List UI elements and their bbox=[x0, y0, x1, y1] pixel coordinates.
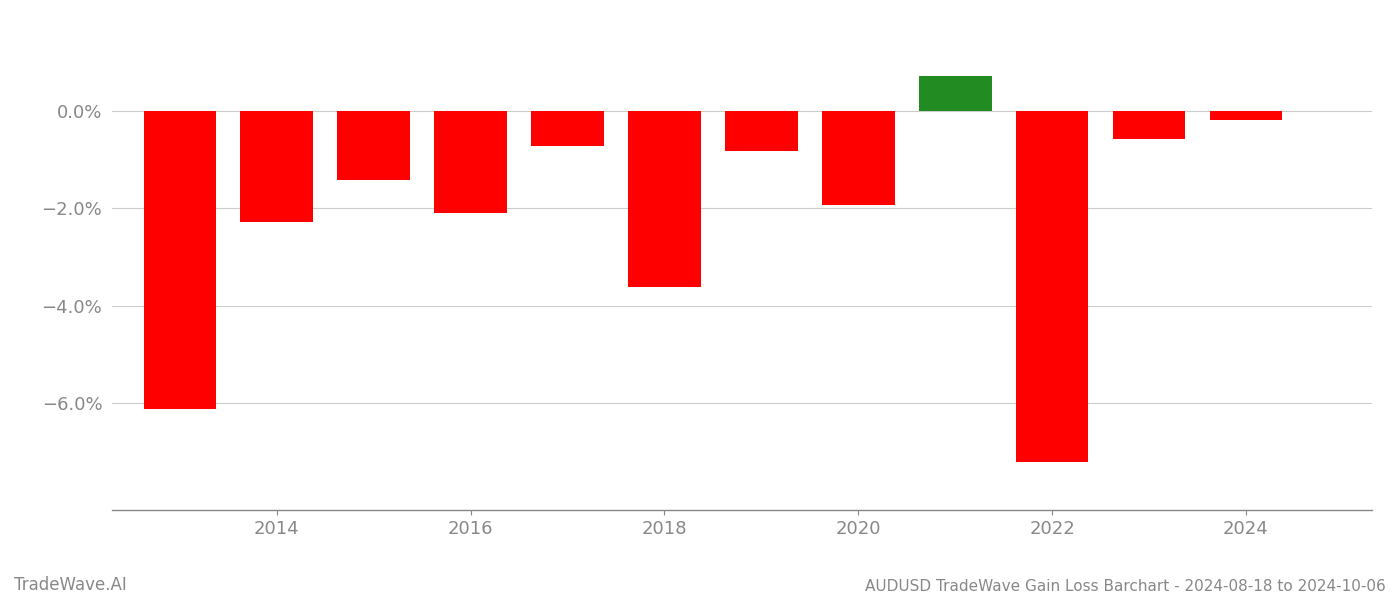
Bar bbox=[434, 111, 507, 214]
Text: AUDUSD TradeWave Gain Loss Barchart - 2024-08-18 to 2024-10-06: AUDUSD TradeWave Gain Loss Barchart - 20… bbox=[865, 579, 1386, 594]
Bar bbox=[143, 111, 216, 409]
Bar bbox=[337, 111, 410, 180]
Bar bbox=[629, 111, 701, 287]
Bar bbox=[822, 111, 895, 205]
Bar bbox=[1016, 111, 1088, 463]
Bar bbox=[725, 111, 798, 151]
Bar bbox=[1210, 111, 1282, 120]
Bar bbox=[241, 111, 314, 222]
Text: TradeWave.AI: TradeWave.AI bbox=[14, 576, 127, 594]
Bar bbox=[1113, 111, 1186, 139]
Bar bbox=[918, 76, 991, 111]
Bar bbox=[531, 111, 603, 146]
